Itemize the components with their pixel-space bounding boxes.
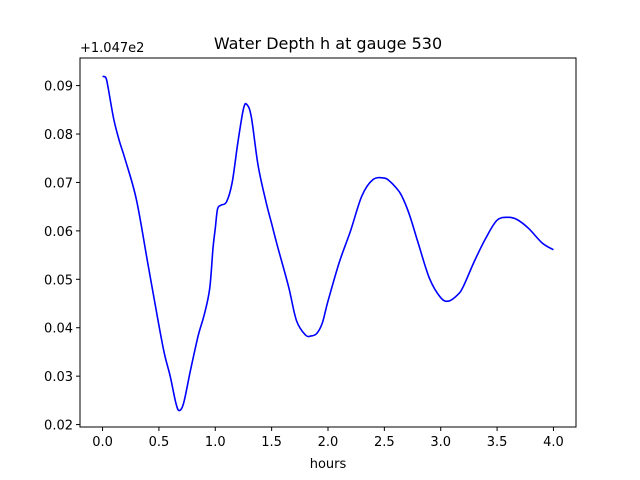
y-tick-label: 0.05: [44, 273, 73, 288]
y-tick-label: 0.02: [44, 419, 73, 434]
x-tick-label: 2.5: [374, 435, 395, 450]
series-layer: [102, 75, 554, 412]
y-axis: 0.02 0.03 0.04 0.05 0.06 0.07 0.08 0.09: [44, 80, 80, 434]
y-offset-label: +1.047e2: [80, 41, 144, 56]
y-tick-label: 0.06: [44, 225, 73, 240]
x-tick-label: 4.0: [543, 435, 564, 450]
x-tick-label: 1.5: [261, 435, 282, 450]
x-axis-label: hours: [310, 457, 347, 472]
chart-title: Water Depth h at gauge 530: [214, 34, 442, 53]
x-tick-label: 1.0: [205, 435, 226, 450]
x-axis: 0.0 0.5 1.0 1.5 2.0 2.5 3.0 3.5 4.0: [92, 427, 564, 450]
x-tick-label: 0.0: [92, 435, 113, 450]
x-tick-label: 0.5: [149, 435, 170, 450]
y-tick-label: 0.07: [44, 176, 73, 191]
x-tick-label: 3.0: [430, 435, 451, 450]
y-tick-label: 0.03: [44, 370, 73, 385]
plot-area: [80, 58, 576, 427]
y-tick-label: 0.08: [44, 128, 73, 143]
x-tick-label: 3.5: [487, 435, 508, 450]
series-line: [102, 75, 554, 412]
y-tick-label: 0.09: [44, 80, 73, 95]
y-tick-label: 0.04: [44, 322, 73, 337]
x-tick-label: 2.0: [318, 435, 339, 450]
